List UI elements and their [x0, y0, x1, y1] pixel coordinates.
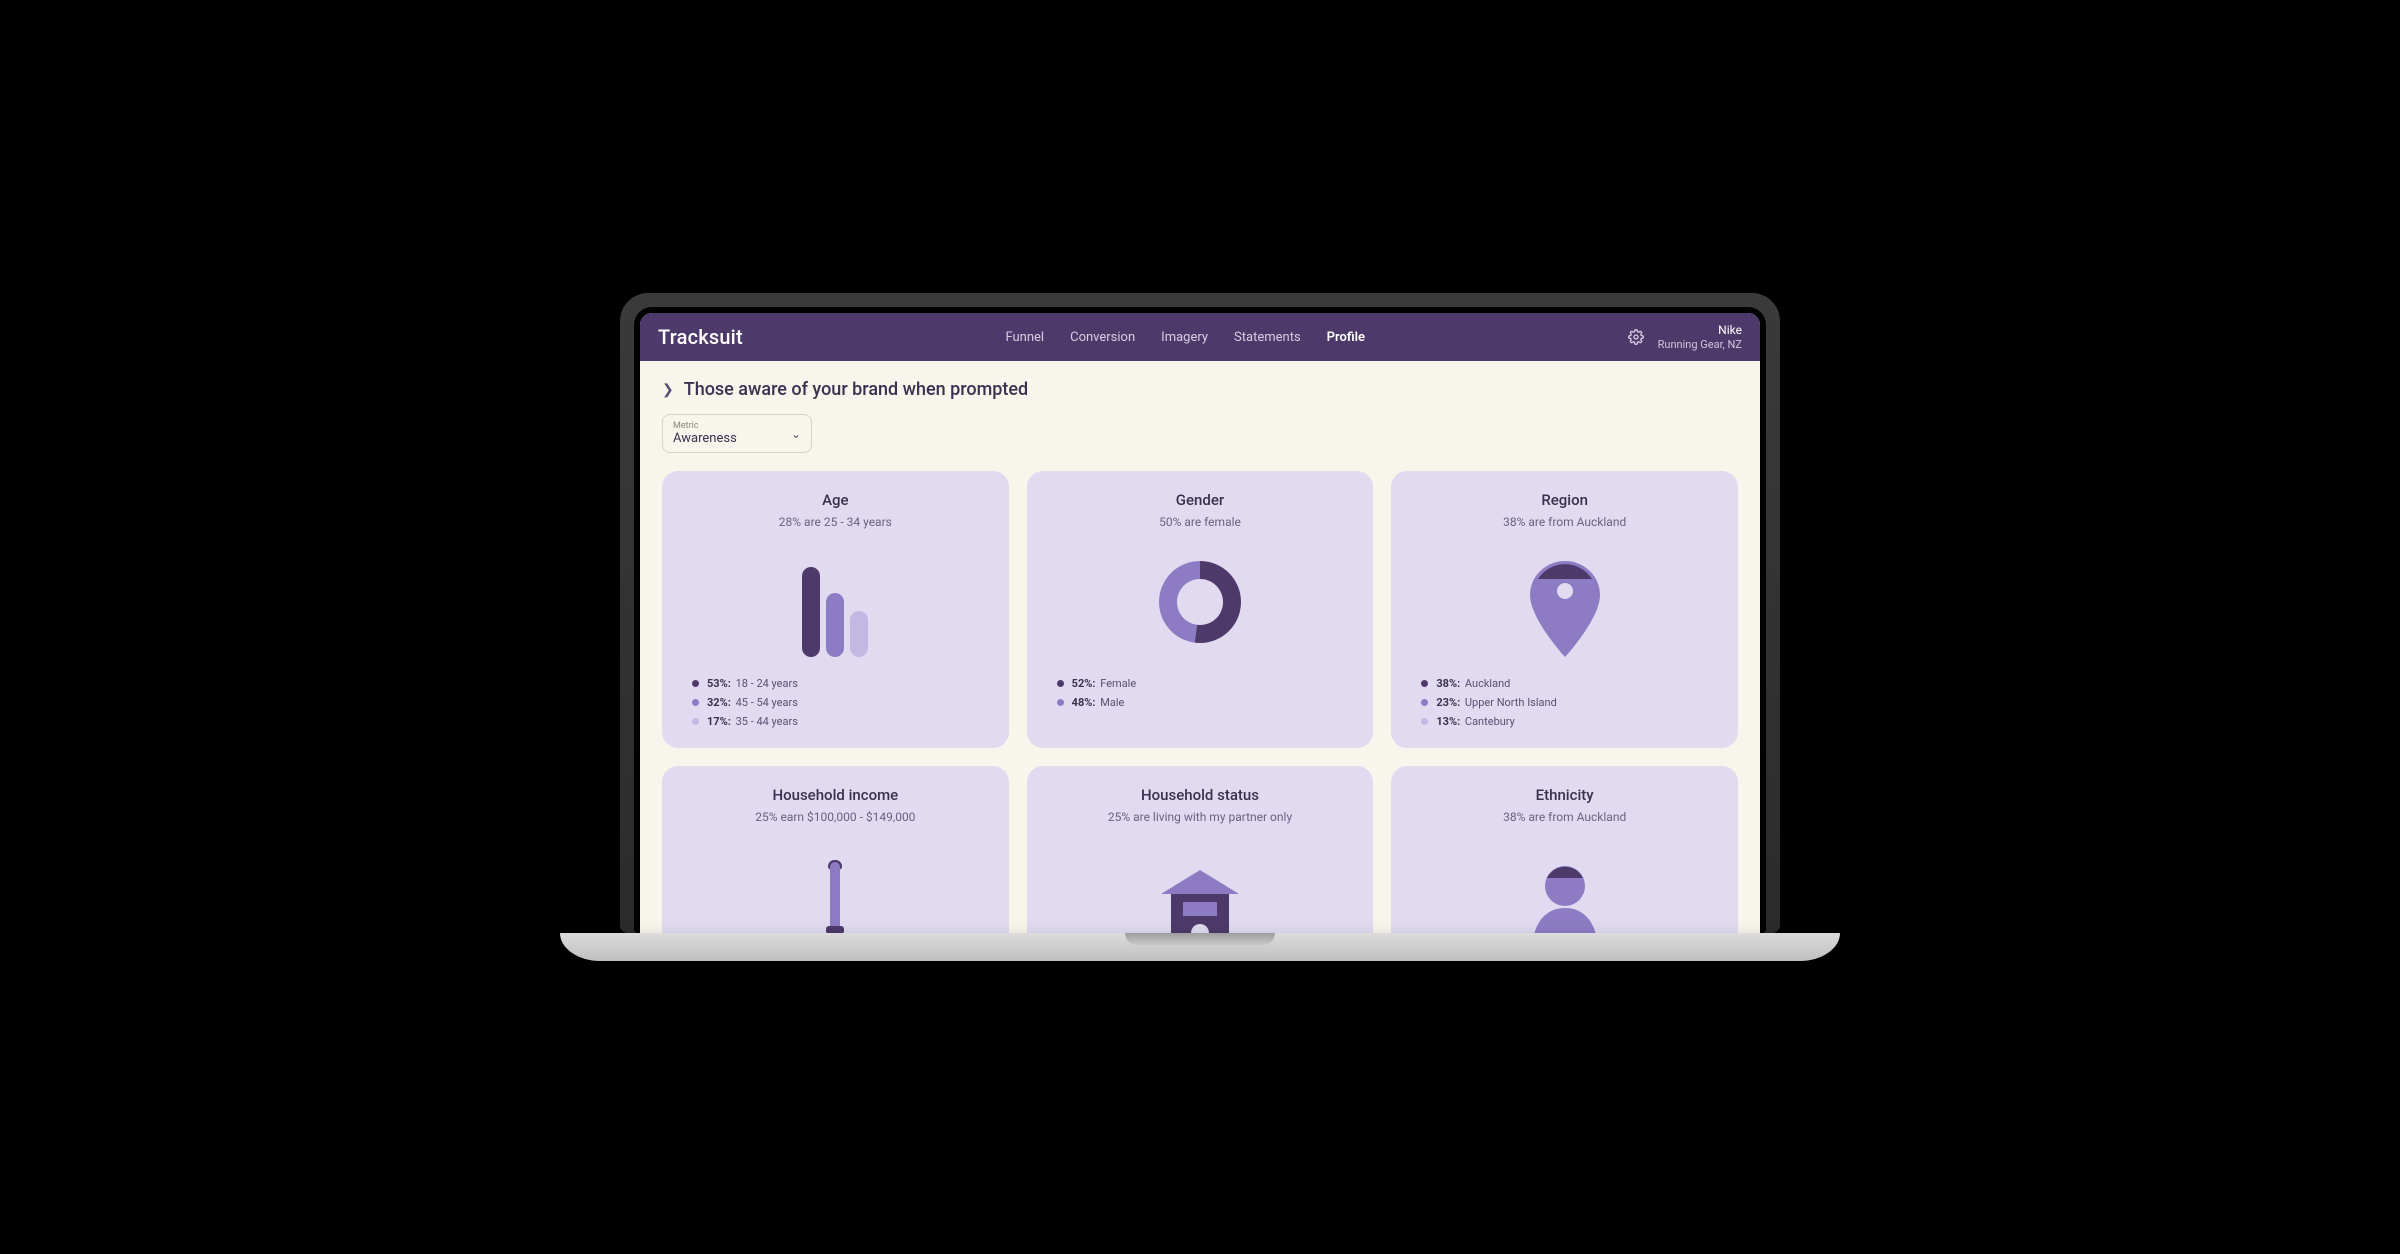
bar [850, 611, 868, 657]
topbar: Tracksuit Funnel Conversion Imagery Stateme… [640, 313, 1760, 361]
card-gender[interactable]: Gender 50% are female 52%: Female 48%: Ma… [1027, 471, 1374, 748]
person-icon [1413, 842, 1716, 933]
legend-dot [692, 718, 699, 725]
nav-item-conversion[interactable]: Conversion [1070, 330, 1135, 345]
card-title: Ethnicity [1536, 786, 1594, 804]
card-legend: 52%: Female 48%: Male [1049, 677, 1352, 709]
nav-item-funnel[interactable]: Funnel [1005, 330, 1044, 345]
legend-row: 52%: Female [1057, 677, 1352, 690]
thermometer-icon [684, 842, 987, 933]
card-region[interactable]: Region 38% are from Auckland 38%: Auckla… [1391, 471, 1738, 748]
legend-text: 13%: Cantebury [1436, 715, 1515, 728]
legend-dot [692, 699, 699, 706]
legend-text: 32%: 45 - 54 years [707, 696, 798, 709]
bar [826, 593, 844, 657]
account-block[interactable]: Nike Running Gear, NZ [1658, 323, 1742, 351]
legend-text: 23%: Upper North Island [1436, 696, 1556, 709]
laptop-base [560, 933, 1840, 961]
map-pin-icon [1413, 547, 1716, 657]
chevron-right-icon: ❯ [662, 382, 674, 398]
nav-item-imagery[interactable]: Imagery [1161, 330, 1208, 345]
legend-row: 53%: 18 - 24 years [692, 677, 987, 690]
topbar-right: Nike Running Gear, NZ [1628, 323, 1742, 351]
legend-dot [1421, 680, 1428, 687]
legend-row: 38%: Auckland [1421, 677, 1716, 690]
metric-select[interactable]: Metric Awareness ⌄ [662, 414, 812, 453]
main-nav: Funnel Conversion Imagery Statements Profile [1005, 330, 1365, 345]
card-subtitle: 28% are 25 - 34 years [779, 515, 892, 529]
card-ethnicity[interactable]: Ethnicity 38% are from Auckland [1391, 766, 1738, 933]
legend-text: 48%: Male [1072, 696, 1125, 709]
page-body: ❯ Those aware of your brand when prompte… [640, 361, 1760, 933]
card-subtitle: 25% are living with my partner only [1108, 810, 1292, 824]
donut-chart-icon [1049, 547, 1352, 657]
card-subtitle: 38% are from Auckland [1503, 515, 1626, 529]
card-subtitle: 50% are female [1159, 515, 1241, 529]
legend-dot [1421, 699, 1428, 706]
card-title: Region [1541, 491, 1588, 509]
legend-row: 17%: 35 - 44 years [692, 715, 987, 728]
card-title: Age [822, 491, 848, 509]
house-icon [1049, 842, 1352, 933]
card-title: Household income [772, 786, 898, 804]
brand-logo[interactable]: Tracksuit [658, 325, 743, 349]
legend-row: 32%: 45 - 54 years [692, 696, 987, 709]
card-income[interactable]: Household income 25% earn $100,000 - $14… [662, 766, 1009, 933]
bar [802, 567, 820, 657]
legend-dot [692, 680, 699, 687]
gear-icon[interactable] [1628, 329, 1644, 345]
card-legend: 53%: 18 - 24 years 32%: 45 - 54 years 17%:… [684, 677, 987, 728]
legend-text: 52%: Female [1072, 677, 1137, 690]
legend-dot [1057, 699, 1064, 706]
page-title: Those aware of your brand when prompted [684, 379, 1028, 400]
age-bars-icon [684, 547, 987, 657]
metric-label: Metric [673, 421, 801, 431]
card-legend: 38%: Auckland 23%: Upper North Island 13%:… [1413, 677, 1716, 728]
legend-dot [1421, 718, 1428, 725]
legend-dot [1057, 680, 1064, 687]
metric-value: Awareness [673, 431, 801, 446]
legend-text: 38%: Auckland [1436, 677, 1510, 690]
nav-item-profile[interactable]: Profile [1327, 330, 1365, 345]
screen-bezel: Tracksuit Funnel Conversion Imagery Stateme… [620, 293, 1780, 933]
app-viewport: Tracksuit Funnel Conversion Imagery Stateme… [640, 313, 1760, 933]
laptop-mock: Tracksuit Funnel Conversion Imagery Stateme… [620, 293, 1780, 961]
legend-row: 23%: Upper North Island [1421, 696, 1716, 709]
legend-text: 17%: 35 - 44 years [707, 715, 798, 728]
card-subtitle: 25% earn $100,000 - $149,000 [755, 810, 915, 824]
account-name: Nike [1658, 323, 1742, 337]
card-household-status[interactable]: Household status 25% are living with my … [1027, 766, 1374, 933]
nav-item-statements[interactable]: Statements [1234, 330, 1301, 345]
legend-row: 48%: Male [1057, 696, 1352, 709]
legend-text: 53%: 18 - 24 years [707, 677, 798, 690]
card-age[interactable]: Age 28% are 25 - 34 years 53%: 18 - 24 y… [662, 471, 1009, 748]
screen-inner: Tracksuit Funnel Conversion Imagery Stateme… [634, 307, 1766, 933]
card-title: Household status [1141, 786, 1259, 804]
card-subtitle: 38% are from Auckland [1503, 810, 1626, 824]
card-grid: Age 28% are 25 - 34 years 53%: 18 - 24 y… [662, 471, 1738, 933]
chevron-down-icon: ⌄ [791, 427, 801, 441]
account-context: Running Gear, NZ [1658, 338, 1742, 351]
card-title: Gender [1176, 491, 1224, 509]
legend-row: 13%: Cantebury [1421, 715, 1716, 728]
page-header[interactable]: ❯ Those aware of your brand when prompte… [662, 379, 1738, 400]
